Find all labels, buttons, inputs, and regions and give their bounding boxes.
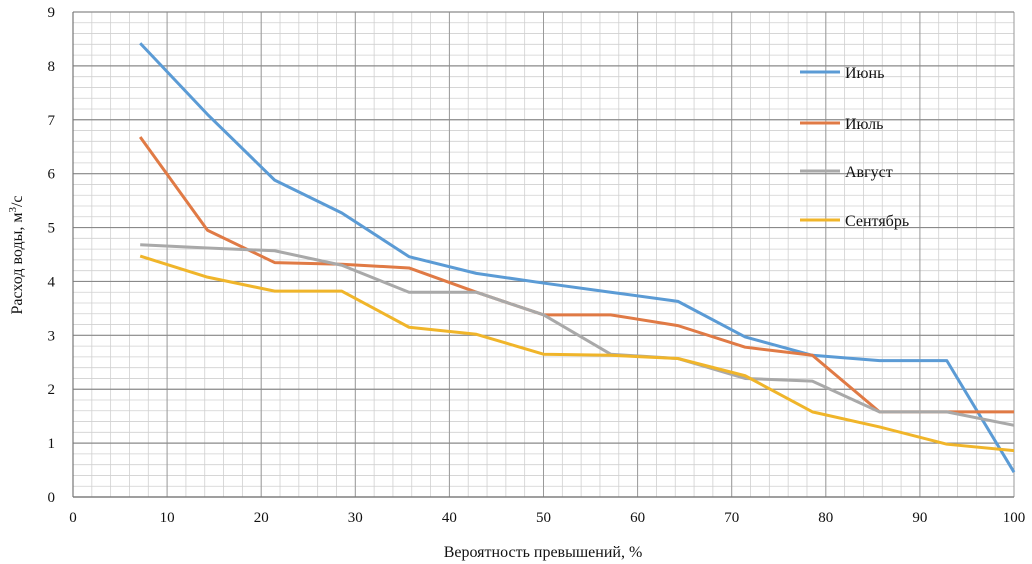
x-tick-label: 80 <box>818 510 833 526</box>
x-tick-label: 70 <box>724 510 739 526</box>
series-line-Сентябрь <box>139 254 1015 453</box>
y-tick-label: 1 <box>48 436 56 452</box>
x-tick-label: 0 <box>69 510 77 526</box>
series-line-Август <box>140 243 1015 427</box>
legend-label: Сентябрь <box>845 213 909 230</box>
legend-label: Июль <box>845 116 883 133</box>
y-tick-label: 4 <box>48 274 56 290</box>
legend: Июнь Июль Август Сентябрь <box>800 65 909 230</box>
series-lines <box>138 42 1016 473</box>
y-tick-label: 2 <box>48 382 56 398</box>
series-line-Июнь <box>139 42 1016 473</box>
x-tick-label: 100 <box>1003 510 1026 526</box>
y-tick-label: 5 <box>48 221 56 237</box>
x-tick-label: 20 <box>254 510 269 526</box>
tick-labels: 0 10 20 30 40 50 60 70 80 90 100 0 1 2 3 4 5 6 7 8 9 <box>48 5 1026 526</box>
x-tick-label: 60 <box>630 510 645 526</box>
y-tick-label: 7 <box>48 113 56 129</box>
y-axis-label: Расход воды, м3/с <box>7 195 26 314</box>
y-tick-label: 9 <box>48 5 56 21</box>
y-tick-label: 0 <box>48 490 56 506</box>
y-tick-label: 8 <box>48 59 56 75</box>
x-tick-label: 30 <box>348 510 363 526</box>
legend-label: Июнь <box>845 65 884 82</box>
x-axis-label: Вероятность превышений, % <box>444 544 643 561</box>
x-tick-label: 90 <box>912 510 927 526</box>
x-tick-label: 40 <box>442 510 457 526</box>
y-tick-label: 6 <box>48 167 56 183</box>
legend-label: Август <box>845 164 893 181</box>
x-tick-label: 10 <box>160 510 175 526</box>
y-tick-label: 3 <box>48 328 56 344</box>
series-line-Июль <box>138 136 1014 414</box>
x-tick-label: 50 <box>536 510 551 526</box>
